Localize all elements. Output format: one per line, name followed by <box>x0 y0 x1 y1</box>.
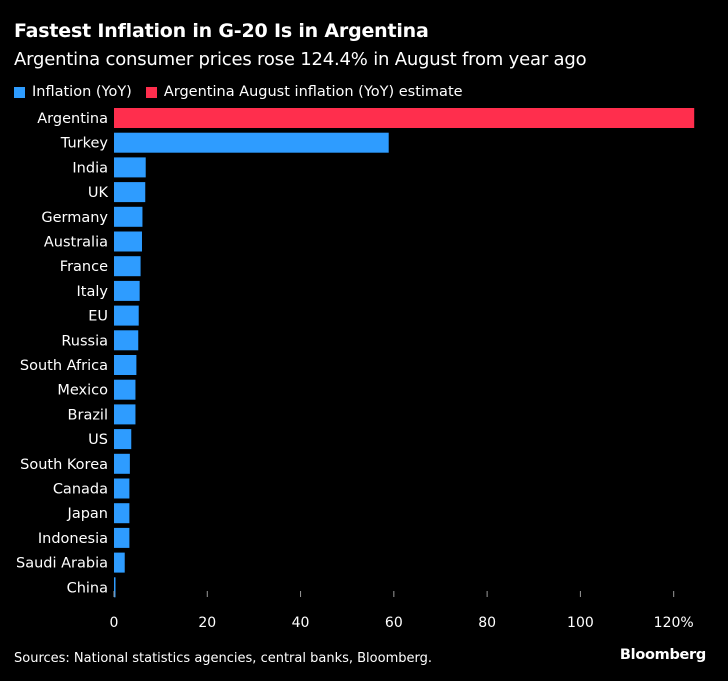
bar-australia <box>114 231 142 252</box>
bar-south-africa <box>114 355 137 375</box>
category-label-france: France <box>60 259 108 275</box>
bar-indonesia <box>114 527 130 548</box>
legend: Inflation (YoY) Argentina August inflati… <box>14 84 477 100</box>
category-label-russia: Russia <box>61 333 108 349</box>
bar-japan <box>114 503 130 524</box>
x-tick-label-0: 0 <box>110 615 119 631</box>
legend-label-estimate: Argentina August inflation (YoY) estimat… <box>163 84 463 100</box>
bar-italy <box>114 280 140 301</box>
category-label-saudi-arabia: Saudi Arabia <box>16 556 108 572</box>
x-tick-label-40: 40 <box>292 615 310 631</box>
legend-label-inflation: Inflation (YoY) <box>32 84 132 100</box>
x-tick-label-120: 120% <box>654 615 694 631</box>
bar-argentina <box>114 108 695 128</box>
bar-france <box>114 256 141 277</box>
bar-russia <box>114 330 139 351</box>
source-note: Sources: National statistics agencies, c… <box>14 651 432 666</box>
chart-subtitle: Argentina consumer prices rose 124.4% in… <box>14 49 587 70</box>
legend-swatch-inflation <box>14 86 25 98</box>
bar-germany <box>114 206 143 227</box>
bar-china <box>114 577 116 598</box>
bar-saudi-arabia <box>114 552 125 573</box>
category-label-south-korea: South Korea <box>20 457 108 473</box>
category-label-us: US <box>88 432 108 448</box>
category-label-turkey: Turkey <box>60 136 109 152</box>
category-label-south-africa: South Africa <box>20 358 108 374</box>
bar-us <box>114 429 132 450</box>
x-tick-label-80: 80 <box>478 615 496 631</box>
category-label-eu: EU <box>88 309 108 325</box>
category-label-australia: Australia <box>44 235 108 251</box>
category-label-china: China <box>67 580 108 596</box>
bar-turkey <box>114 132 389 153</box>
category-label-japan: Japan <box>67 506 108 522</box>
legend-swatch-estimate <box>145 86 157 98</box>
bar-india <box>114 157 146 178</box>
category-label-indonesia: Indonesia <box>38 531 108 547</box>
category-label-italy: Italy <box>77 284 109 300</box>
bar-eu <box>114 305 139 326</box>
x-tick-label-60: 60 <box>385 615 403 631</box>
category-label-argentina: Argentina <box>37 111 108 127</box>
chart-title: Fastest Inflation in G-20 Is in Argentin… <box>14 20 429 42</box>
bar-chart: Argentina Turkey India UK Germany Australia Fr… <box>16 108 695 631</box>
category-label-canada: Canada <box>53 482 108 498</box>
bar-uk <box>114 182 146 203</box>
category-label-brazil: Brazil <box>68 407 108 423</box>
x-tick-label-20: 20 <box>198 615 216 631</box>
bar-south-korea <box>114 453 130 474</box>
category-label-india: India <box>72 160 108 176</box>
bar-mexico <box>114 379 136 400</box>
category-label-germany: Germany <box>41 210 108 226</box>
bar-canada <box>114 478 130 499</box>
category-label-mexico: Mexico <box>57 383 108 399</box>
x-tick-label-100: 100 <box>567 615 594 631</box>
bar-brazil <box>114 404 136 425</box>
category-label-uk: UK <box>88 185 109 201</box>
bloomberg-logo: Bloomberg <box>619 647 706 663</box>
